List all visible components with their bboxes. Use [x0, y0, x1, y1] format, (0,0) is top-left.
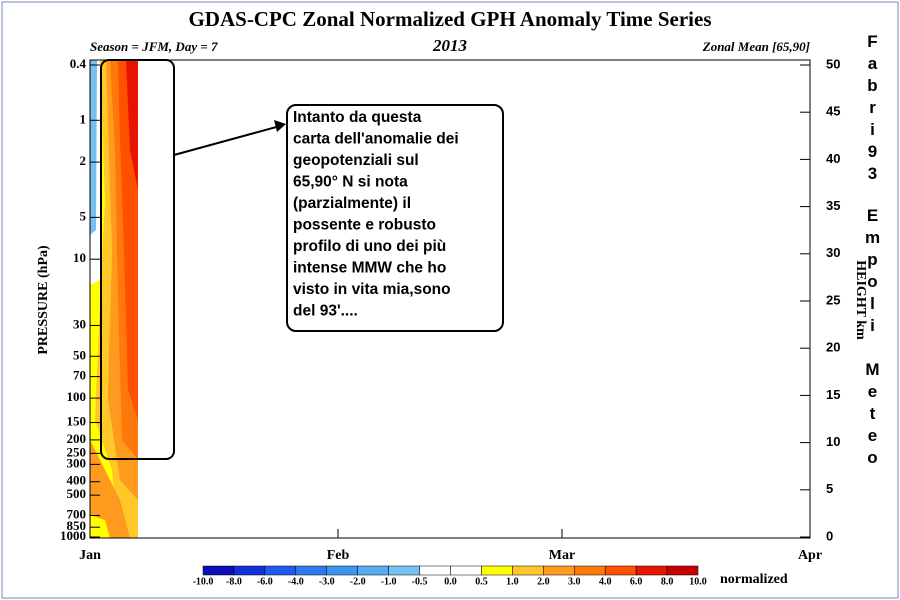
annotation-line: Intanto da questa [293, 109, 422, 126]
colorbar-label: 10.0 [689, 576, 707, 587]
annotation-line: 65,90° N si nota [293, 174, 408, 191]
y2-tick-label: 45 [826, 104, 840, 119]
annotation-line: (parzialmente) il [293, 195, 411, 212]
colorbar-label: -6.0 [257, 576, 273, 587]
colorbar-label: -4.0 [288, 576, 304, 587]
chart-title: GDAS-CPC Zonal Normalized GPH Anomaly Ti… [188, 7, 711, 31]
colorbar-box [574, 565, 606, 576]
x-tick-label: Mar [549, 548, 575, 563]
colorbar-box [357, 565, 389, 576]
colorbar-label: -10.0 [193, 576, 214, 587]
annotation-line: geopotenziali sul [293, 152, 419, 169]
subtitle-left: Season = JFM, Day = 7 [90, 39, 218, 54]
colorbar-box [326, 565, 358, 576]
y2-tick-label: 10 [826, 434, 840, 449]
annotation-line: possente e robusto [293, 217, 436, 234]
y2-axis-label: HEIGHT km [853, 260, 868, 340]
plot-frame [89, 59, 811, 539]
colorbar-box [635, 565, 668, 576]
y-tick-label: 700 [67, 506, 87, 521]
contour-field [90, 60, 138, 538]
colorbar-box [450, 565, 482, 576]
colorbar-box [202, 565, 235, 576]
watermark-word: Meteo [863, 360, 882, 470]
colorbar-box [388, 565, 420, 576]
colorbar-box [543, 565, 575, 576]
y-tick-label: 70 [73, 368, 86, 383]
colorbar-box [419, 565, 451, 576]
y-tick-label: 150 [67, 414, 87, 429]
colorbar-label: 6.0 [630, 576, 643, 587]
colorbar-label: 1.0 [506, 576, 519, 587]
colorbar-label: 2.0 [537, 576, 550, 587]
colorbar-label: 3.0 [568, 576, 581, 587]
y-axis-label: PRESSURE (hPa) [36, 245, 51, 355]
y-tick-label: 50 [73, 347, 86, 362]
colorbar-label: -8.0 [226, 576, 242, 587]
colorbar-label: 0.0 [444, 576, 457, 587]
highlight-box [100, 59, 175, 460]
y2-tick-label: 0 [826, 528, 833, 543]
watermark-word: Empoli [863, 206, 882, 338]
y2-tick-label: 30 [826, 245, 840, 260]
watermark-word: Fabri93 [863, 32, 882, 186]
colorbar-box [264, 565, 297, 576]
y-tick-label: 200 [67, 431, 87, 446]
arrow-head [274, 120, 286, 132]
y-tick-label: 250 [67, 444, 87, 459]
y2-tick-label: 15 [826, 387, 840, 402]
colorbar-box [604, 565, 637, 576]
y-tick-label: 30 [73, 316, 86, 331]
subtitle-right: Zonal Mean [65,90] [702, 39, 810, 54]
colorbar-label: -2.0 [350, 576, 366, 587]
y-tick-label: 850 [67, 518, 87, 533]
y-tick-label: 1000 [60, 528, 86, 543]
y-tick-label: 300 [67, 455, 87, 470]
annotation-line: carta dell'anomalie dei [293, 131, 459, 148]
annotation-line: del 93'.... [293, 303, 358, 320]
y-tick-label: 500 [67, 486, 87, 501]
colorbar-label: -0.5 [412, 576, 428, 587]
y-tick-label: 400 [67, 473, 87, 488]
colorbar-label: normalized [720, 572, 788, 587]
y2-tick-label: 50 [826, 56, 840, 71]
x-tick-label: Jan [79, 548, 101, 563]
y-tick-label: 0.4 [70, 56, 87, 71]
colorbar-label: 0.5 [475, 576, 488, 587]
x-tick-label: Apr [798, 548, 822, 563]
arrow [173, 125, 281, 156]
y2-tick-label: 5 [826, 481, 833, 496]
y-tick-label: 1 [80, 111, 87, 126]
colorbar-box [295, 565, 327, 576]
colorbar-box [666, 565, 699, 576]
colorbar-label: -1.0 [381, 576, 397, 587]
y-tick-label: 2 [80, 153, 87, 168]
colorbar-box [233, 565, 266, 576]
colorbar-box [512, 565, 544, 576]
y-tick-label: 100 [67, 389, 87, 404]
y2-tick-label: 25 [826, 292, 840, 307]
annotation-line: profilo di uno dei più [293, 238, 446, 255]
colorbar-label: -3.0 [319, 576, 335, 587]
colorbar-box [481, 565, 513, 576]
y2-tick-label: 35 [826, 198, 840, 213]
x-tick-label: Feb [327, 548, 350, 563]
y2-tick-label: 20 [826, 340, 840, 355]
colorbar-label: 4.0 [599, 576, 612, 587]
y2-tick-label: 40 [826, 151, 840, 166]
annotation-line: intense MMW che ho [293, 260, 446, 277]
annotation-box [286, 104, 504, 332]
subtitle-center: 2013 [432, 36, 468, 55]
y-tick-label: 5 [80, 208, 87, 223]
colorbar-label: 8.0 [661, 576, 674, 587]
annotation-line: visto in vita mia,sono [293, 281, 451, 298]
y-tick-label: 10 [73, 250, 86, 265]
